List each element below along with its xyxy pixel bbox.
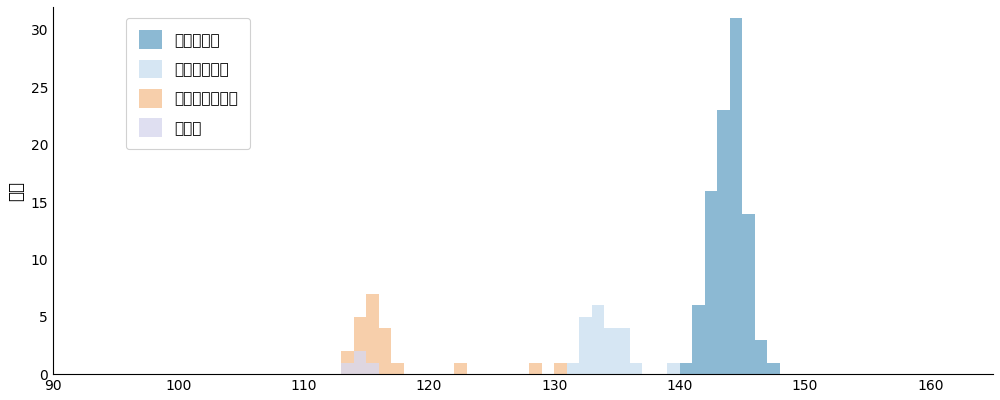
Bar	[730, 18, 742, 374]
Bar	[454, 363, 467, 374]
Bar	[354, 317, 366, 374]
Bar	[617, 328, 630, 374]
Bar	[579, 317, 592, 374]
Y-axis label: 球数: 球数	[7, 180, 25, 200]
Bar	[341, 363, 354, 374]
Bar	[604, 328, 617, 374]
Bar	[692, 305, 705, 374]
Bar	[567, 363, 579, 374]
Bar	[592, 305, 604, 374]
Bar	[391, 363, 404, 374]
Bar	[554, 363, 567, 374]
Bar	[379, 328, 391, 374]
Bar	[742, 214, 755, 374]
Bar	[755, 340, 767, 374]
Bar	[529, 363, 542, 374]
Bar	[705, 190, 717, 374]
Legend: ストレート, カットボール, チェンジアップ, カーブ: ストレート, カットボール, チェンジアップ, カーブ	[126, 18, 250, 149]
Bar	[354, 351, 366, 374]
Bar	[717, 110, 730, 374]
Bar	[767, 363, 780, 374]
Bar	[366, 363, 379, 374]
Bar	[667, 363, 680, 374]
Bar	[630, 363, 642, 374]
Bar	[680, 363, 692, 374]
Bar	[366, 294, 379, 374]
Bar	[341, 351, 354, 374]
